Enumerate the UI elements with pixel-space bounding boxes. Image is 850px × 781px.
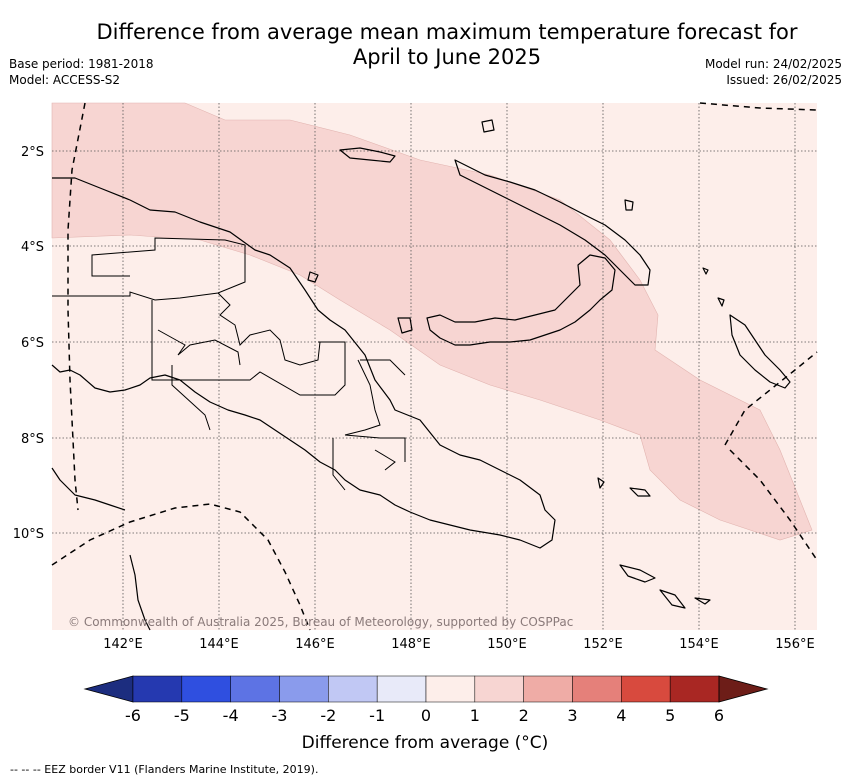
lat-label: 6°S bbox=[21, 336, 44, 351]
model-name: Model: ACCESS-S2 bbox=[9, 73, 121, 87]
colorbar-segment bbox=[669, 675, 720, 703]
colorbar-title: Difference from average (°C) bbox=[301, 733, 549, 753]
base-period: Base period: 1981-2018 bbox=[9, 57, 154, 71]
eez-borders bbox=[51, 102, 818, 631]
meta-right: Model run: 24/02/2025 Issued: 26/02/2025 bbox=[705, 56, 842, 88]
lat-label: 8°S bbox=[21, 432, 44, 447]
colorbar-extend-high bbox=[718, 675, 769, 703]
colorbar-segment bbox=[523, 675, 573, 703]
lon-label: 146°E bbox=[295, 637, 335, 652]
colorbar-tick-label: -1 bbox=[369, 706, 386, 725]
longitude-labels: 142°E 144°E 146°E 148°E 150°E 152°E 154°… bbox=[103, 637, 815, 652]
model-run: Model run: 24/02/2025 bbox=[704, 57, 842, 71]
issued-date: Issued: 26/02/2025 bbox=[726, 73, 842, 87]
lon-label: 150°E bbox=[487, 637, 527, 652]
copyright-text: © Commonwealth of Australia 2025, Bureau… bbox=[68, 615, 573, 629]
colorbar-segment bbox=[279, 675, 329, 703]
lon-label: 152°E bbox=[583, 637, 623, 652]
colorbar-tick-label: 4 bbox=[616, 706, 627, 725]
title-line-2: April to June 2025 bbox=[352, 45, 542, 69]
colorbar-segment bbox=[376, 675, 427, 703]
eez-legend-footer: -- -- -- EEZ border V11 (Flanders Marine… bbox=[10, 763, 319, 776]
colorbar-segment bbox=[474, 675, 524, 703]
colorbar-segment bbox=[572, 675, 622, 703]
lon-label: 156°E bbox=[775, 637, 815, 652]
colorbar-tick-label: 2 bbox=[518, 706, 529, 725]
lat-label: 10°S bbox=[13, 527, 44, 542]
colorbar-tick-label: -6 bbox=[125, 706, 141, 725]
colorbar-tick-label: 0 bbox=[420, 706, 432, 725]
colorbar-segment bbox=[328, 675, 378, 703]
title-line-1: Difference from average mean maximum tem… bbox=[96, 20, 798, 44]
lat-label: 4°S bbox=[21, 240, 44, 255]
latitude-labels: 2°S 4°S 6°S 8°S 10°S bbox=[13, 145, 44, 542]
province-borders bbox=[52, 237, 406, 491]
meta-left: Base period: 1981-2018 Model: ACCESS-S2 bbox=[9, 56, 154, 88]
map-title: Difference from average mean maximum tem… bbox=[60, 20, 834, 70]
colorbar-extend-low bbox=[83, 675, 134, 703]
warm-anomaly-band bbox=[51, 102, 813, 541]
colorbar bbox=[83, 675, 769, 703]
colorbar-tick-label: 3 bbox=[567, 706, 578, 725]
colorbar-tick-label: 5 bbox=[665, 706, 676, 725]
lon-label: 154°E bbox=[679, 637, 719, 652]
graticule bbox=[52, 103, 817, 630]
lon-label: 142°E bbox=[103, 637, 143, 652]
colorbar-segment bbox=[621, 675, 671, 703]
colorbar-tick-label: -5 bbox=[173, 706, 190, 725]
colorbar-tick-label: -2 bbox=[320, 706, 337, 725]
colorbar-tick-label: 6 bbox=[713, 706, 725, 725]
colorbar-tick-label: 1 bbox=[469, 706, 480, 725]
lon-label: 144°E bbox=[199, 637, 239, 652]
colorbar-tick-label: -3 bbox=[271, 706, 288, 725]
lon-label: 148°E bbox=[391, 637, 431, 652]
colorbar-segment bbox=[132, 675, 183, 703]
colorbar-segment bbox=[230, 675, 280, 703]
colorbar-segment bbox=[181, 675, 231, 703]
lat-label: 2°S bbox=[21, 145, 44, 160]
colorbar-segment bbox=[425, 675, 476, 703]
colorbar-tick-label: -4 bbox=[222, 706, 239, 725]
